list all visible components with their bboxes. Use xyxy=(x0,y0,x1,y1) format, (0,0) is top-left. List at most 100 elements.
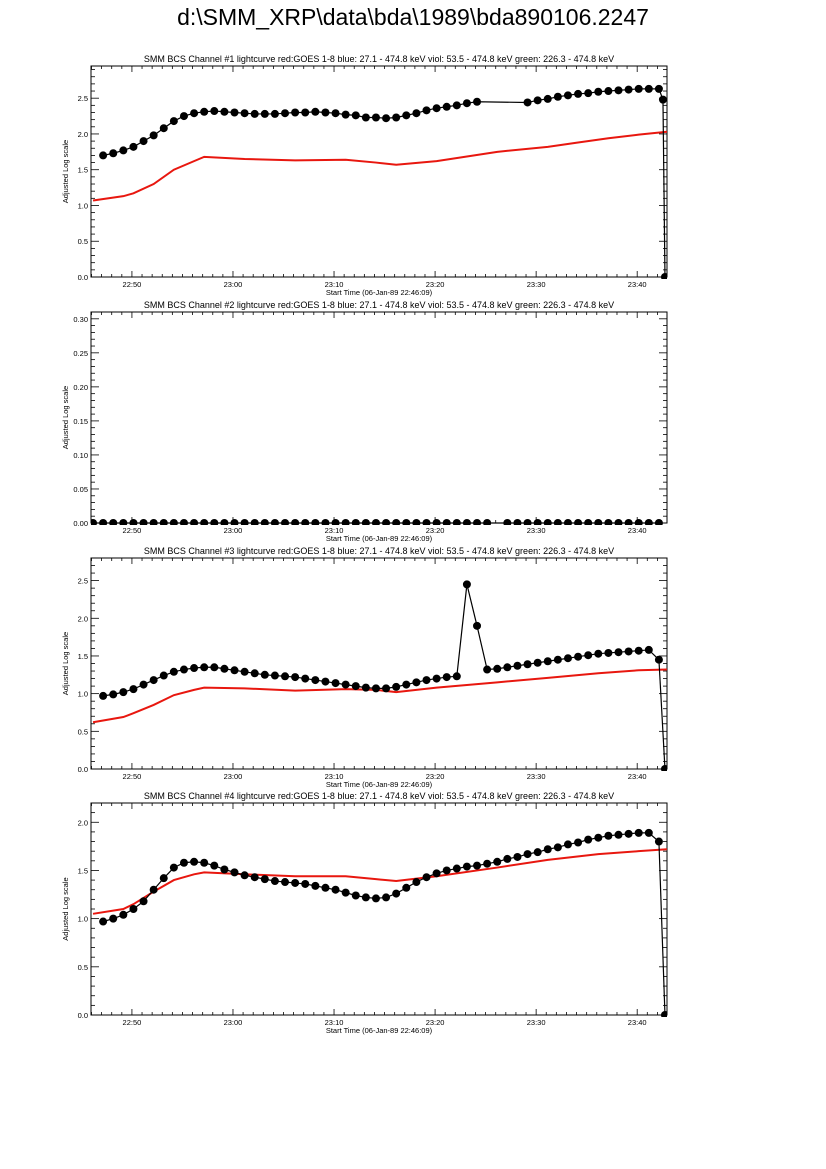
data-point xyxy=(291,108,300,117)
data-point xyxy=(422,519,431,525)
x-tick-label: 23:10 xyxy=(325,526,344,535)
chart-panel-2: SMM BCS Channel #2 lightcurve red:GOES 1… xyxy=(61,300,668,543)
goes-line xyxy=(92,130,667,202)
data-point xyxy=(311,107,320,116)
data-point xyxy=(119,519,128,525)
data-point xyxy=(503,663,512,672)
data-point xyxy=(281,878,290,887)
data-point xyxy=(412,678,421,687)
data-point xyxy=(139,137,148,146)
data-point xyxy=(99,519,108,525)
data-point xyxy=(169,519,178,525)
page-title: d:\SMM_XRP\data\bda\1989\bda890106.2247 xyxy=(177,4,649,30)
y-tick-label: 2.5 xyxy=(78,577,88,586)
data-point xyxy=(99,151,108,160)
chart-panel-3: SMM BCS Channel #3 lightcurve red:GOES 1… xyxy=(61,546,668,789)
y-axis-label: Adjusted Log scale xyxy=(61,632,70,695)
x-tick-label: 22:50 xyxy=(123,772,142,781)
data-point xyxy=(301,519,310,525)
data-point xyxy=(402,111,411,120)
data-point xyxy=(281,109,290,118)
data-point xyxy=(200,858,209,867)
data-point xyxy=(624,829,633,838)
data-point xyxy=(109,149,118,158)
y-axis-label: Adjusted Log scale xyxy=(61,386,70,449)
data-point xyxy=(493,664,502,673)
data-point xyxy=(382,114,391,123)
data-point xyxy=(210,861,219,870)
data-point xyxy=(644,828,653,837)
data-point xyxy=(169,667,178,676)
data-point xyxy=(169,117,178,126)
data-point xyxy=(594,833,603,842)
x-tick-label: 23:00 xyxy=(224,772,243,781)
data-point xyxy=(584,519,593,525)
data-point xyxy=(584,89,593,98)
data-point xyxy=(452,519,461,525)
data-point xyxy=(533,519,542,525)
data-point xyxy=(392,682,401,691)
data-point xyxy=(432,674,441,683)
data-point xyxy=(462,862,471,871)
x-tick-label: 23:20 xyxy=(426,526,445,535)
data-point xyxy=(129,685,138,694)
data-point xyxy=(422,106,431,115)
x-axis-label: Start Time (06-Jan-89 22:46:09) xyxy=(326,534,433,543)
data-point xyxy=(109,519,118,525)
data-point xyxy=(462,580,471,589)
data-point xyxy=(270,671,279,680)
x-tick-label: 22:50 xyxy=(123,280,142,289)
data-point xyxy=(483,665,492,674)
data-point xyxy=(533,848,542,857)
data-point xyxy=(351,891,360,900)
data-point xyxy=(260,670,269,679)
data-point xyxy=(483,859,492,868)
data-point xyxy=(473,519,482,525)
x-tick-label: 23:10 xyxy=(325,772,344,781)
data-point xyxy=(331,519,340,525)
y-tick-label: 0.5 xyxy=(78,237,88,246)
data-point xyxy=(190,519,199,525)
data-point xyxy=(654,519,663,525)
data-point xyxy=(473,621,482,630)
data-point xyxy=(361,893,370,902)
data-point xyxy=(634,646,643,655)
data-point xyxy=(260,875,269,884)
data-point xyxy=(442,102,451,111)
x-tick-label: 23:10 xyxy=(325,280,344,289)
chart-panel-1: SMM BCS Channel #1 lightcurve red:GOES 1… xyxy=(61,54,668,297)
data-point xyxy=(442,519,451,525)
x-tick-label: 23:40 xyxy=(628,280,647,289)
data-point xyxy=(149,131,158,140)
data-point xyxy=(660,765,667,771)
data-point xyxy=(210,107,219,116)
data-point xyxy=(473,97,482,106)
y-tick-label: 0.15 xyxy=(73,417,88,426)
y-tick-label: 2.5 xyxy=(78,94,88,103)
data-point xyxy=(270,519,279,525)
data-point xyxy=(523,98,532,107)
plot-title: SMM BCS Channel #1 lightcurve red:GOES 1… xyxy=(144,54,614,64)
bcs-trace xyxy=(103,584,660,697)
data-point xyxy=(402,519,411,525)
data-point xyxy=(99,691,108,700)
data-point xyxy=(382,893,391,902)
data-point xyxy=(432,519,441,525)
data-point xyxy=(321,519,330,525)
data-point xyxy=(614,648,623,657)
data-point xyxy=(301,108,310,117)
data-point xyxy=(139,680,148,689)
data-point xyxy=(452,101,461,110)
x-tick-label: 23:20 xyxy=(426,1018,445,1027)
data-point xyxy=(149,676,158,685)
data-point xyxy=(200,107,209,116)
data-point xyxy=(260,109,269,118)
data-point xyxy=(331,885,340,894)
x-axis-label: Start Time (06-Jan-89 22:46:09) xyxy=(326,1026,433,1035)
x-axis-label: Start Time (06-Jan-89 22:46:09) xyxy=(326,288,433,297)
data-point xyxy=(604,519,613,525)
data-point xyxy=(594,519,603,525)
data-point xyxy=(311,676,320,685)
data-point xyxy=(351,682,360,691)
data-point xyxy=(250,669,259,678)
